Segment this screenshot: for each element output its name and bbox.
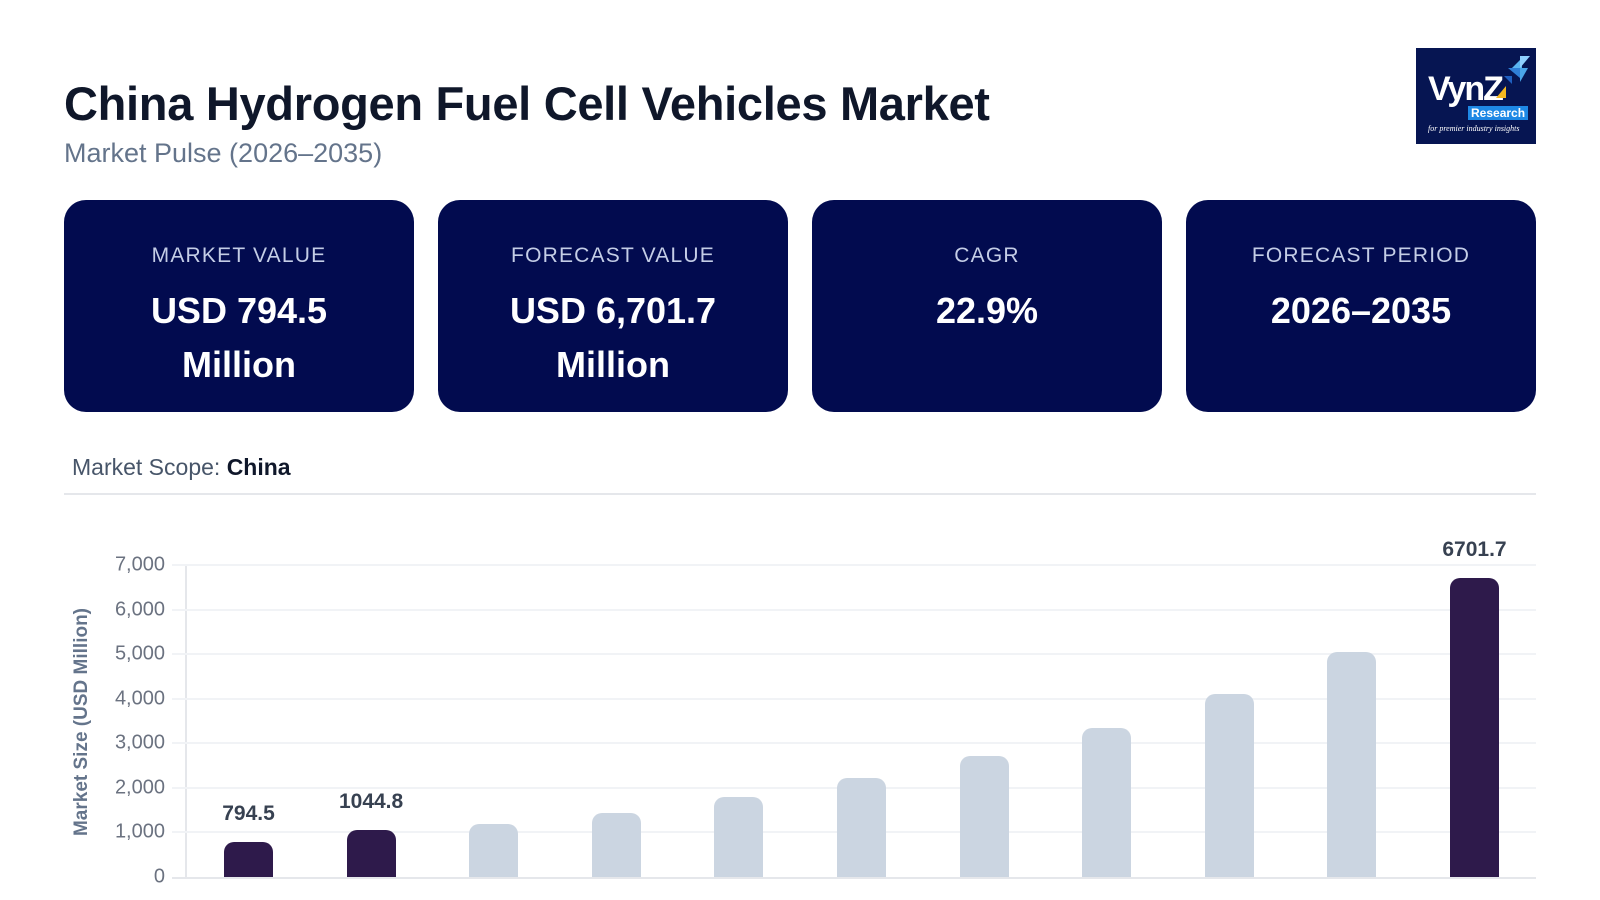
x-axis-line — [172, 877, 1536, 879]
market-scope-label: Market Scope: — [72, 454, 221, 480]
kpi-value: 22.9% — [935, 290, 1039, 331]
kpi-label: FORECAST PERIOD — [1251, 244, 1471, 267]
bar-value-label: 794.5 — [222, 801, 275, 825]
kpi-value: 2026–2035 — [1270, 290, 1452, 331]
kpi-cards: MARKET VALUE USD 794.5 Million FORECAST … — [64, 200, 1536, 412]
page-subtitle: Market Pulse (2026–2035) — [64, 138, 383, 168]
kpi-value: USD 794.5 Million — [150, 290, 328, 385]
y-tick-label: 7,000 — [114, 553, 165, 576]
bar-value-label: 6701.7 — [1442, 538, 1507, 562]
bar-value-label: 1044.8 — [338, 790, 404, 814]
logo-wordmark: VynZ — [1428, 70, 1504, 108]
gridline — [172, 564, 1536, 566]
y-tick-label: 3,000 — [114, 731, 165, 754]
y-tick-label: 4,000 — [114, 687, 165, 710]
bar[interactable] — [714, 796, 764, 877]
logo-triangle-icon — [1508, 68, 1520, 78]
gridline — [172, 653, 1536, 656]
logo-accent-icon — [1496, 86, 1506, 98]
bar[interactable] — [1450, 578, 1499, 877]
kpi-card-forecast-period: FORECAST PERIOD 2026–2035 — [1186, 200, 1536, 412]
kpi-label: MARKET VALUE — [151, 244, 327, 267]
kpi-value: USD 6,701.7 Million — [509, 290, 717, 385]
market-scope: Market Scope: China — [72, 454, 291, 481]
market-scope-value: China — [226, 454, 291, 480]
kpi-label: CAGR — [954, 244, 1020, 267]
bar[interactable] — [959, 755, 1009, 877]
kpi-card-market-value: MARKET VALUE USD 794.5 Million — [64, 200, 414, 412]
kpi-card-cagr: CAGR 22.9% — [812, 200, 1162, 412]
gridline — [172, 697, 1536, 700]
bar[interactable] — [837, 778, 886, 877]
bar[interactable] — [1327, 652, 1377, 877]
vynz-research-logo: VynZ Research for premier industry insig… — [1416, 48, 1536, 144]
bar[interactable] — [469, 823, 519, 877]
bar[interactable] — [1204, 693, 1254, 877]
kpi-label: FORECAST VALUE — [511, 244, 715, 267]
y-tick-label: 2,000 — [114, 776, 165, 799]
gridline — [172, 608, 1536, 611]
y-axis-line — [185, 565, 187, 878]
y-axis-title: Market Size (USD Million) — [71, 607, 92, 837]
logo-triangle-icon — [1512, 58, 1522, 68]
kpi-card-forecast-value: FORECAST VALUE USD 6,701.7 Million — [438, 200, 788, 412]
logo-badge: Research — [1468, 106, 1529, 120]
logo-triangle-icon — [1504, 76, 1512, 84]
y-tick-label: 5,000 — [114, 642, 165, 665]
bar[interactable] — [591, 812, 641, 877]
bar[interactable] — [1082, 727, 1132, 877]
logo-tagline: for premier industry insights — [1428, 124, 1520, 133]
section-divider — [64, 493, 1536, 495]
page-title: China Hydrogen Fuel Cell Vehicles Market — [64, 77, 990, 130]
y-tick-label: 0 — [153, 865, 165, 888]
y-tick-label: 1,000 — [114, 820, 165, 843]
gridline — [172, 742, 1536, 745]
logo-triangle-icon — [1520, 68, 1528, 82]
bar[interactable] — [224, 841, 273, 877]
bar[interactable] — [346, 830, 396, 877]
y-tick-label: 6,000 — [114, 598, 165, 621]
logo-triangle-icon — [1520, 56, 1530, 68]
